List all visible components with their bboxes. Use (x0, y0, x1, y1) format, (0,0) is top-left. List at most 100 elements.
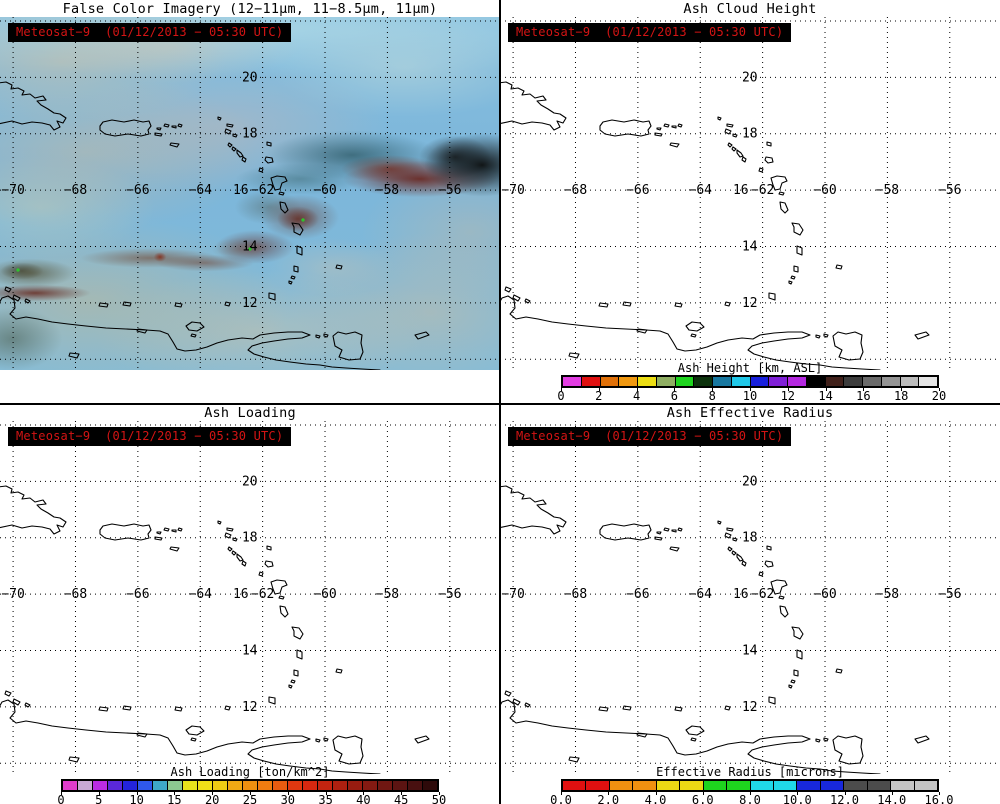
colorbar-tick-label: 6 (670, 389, 679, 403)
latitude-label: 12 (742, 700, 758, 715)
panel-ash-loading: Ash Loading −70 −68 −66 −64 −62 −60 −58 −56 20 18… (0, 404, 500, 804)
colorbar-tick-label: 30 (280, 793, 296, 804)
map-overlay: −70 −68 −66 −64 −62 −60 −58 −56 20 18 16 14 12 (0, 421, 500, 774)
colorbar-tick-mark (825, 388, 827, 391)
colorbar-segment (302, 781, 317, 790)
longitude-label: −68 (564, 183, 587, 198)
colorbar-segment (824, 377, 844, 386)
colorbar-segment (563, 377, 581, 386)
colorbar-tick-mark (287, 792, 289, 795)
longitude-label: −58 (376, 183, 399, 198)
map-effective-radius: −70 −68 −66 −64 −62 −60 −58 −56 20 18 16 14 12 Meteo… (500, 421, 1000, 774)
panel-false-color: False Color Imagery (12−11μm, 11−8.5μm, … (0, 0, 500, 400)
colorbar-tick-label: 25 (242, 793, 258, 804)
colorbar-segment (843, 377, 862, 386)
colorbar-ash-height (561, 375, 939, 388)
colorbar-ticks-ash-loading: 0 5 10 15 20 25 30 35 40 45 50 (57, 792, 446, 804)
colorbar-tick-label: 2.0 (597, 793, 620, 804)
colorbar-segment (107, 781, 122, 790)
colorbar-segment (77, 781, 92, 790)
colorbar-tick-mark (863, 388, 865, 391)
colorbar-tick-mark (98, 792, 100, 795)
longitude-label: −70 (1, 587, 24, 602)
panel-title: Ash Effective Radius (666, 405, 834, 421)
colorbar-tick-mark (325, 792, 327, 795)
colorbar-tick-mark (797, 792, 799, 795)
map-label-layer: −70 −68 −66 −64 −62 −60 −58 −56 20 18 16 14 12 (501, 70, 961, 311)
colorbar-segment (422, 781, 437, 790)
colorbar-tick-label: 2 (595, 389, 603, 403)
latitude-label: 16 (733, 183, 749, 198)
colorbar-tick-label: 10.0 (782, 793, 812, 804)
longitude-label: −68 (64, 587, 87, 602)
longitude-label: −56 (438, 587, 461, 602)
longitude-label: −60 (813, 183, 836, 198)
colorbar-tick-mark (787, 388, 789, 391)
colorbar-segment (843, 781, 867, 790)
colorbar-tick-label: 0.0 (550, 793, 572, 804)
latitude-label: 18 (742, 531, 758, 546)
colorbar-tick-mark (939, 388, 940, 391)
colorbar-segment (866, 781, 891, 790)
longitude-label: −66 (626, 183, 649, 198)
colorbar-segment (92, 781, 107, 790)
latitude-label: 20 (742, 70, 758, 85)
source-text: Meteosat−9 (01/12/2013 − 05:30 UTC) (16, 429, 284, 443)
longitude-label: −58 (876, 183, 899, 198)
colorbar-segment (599, 377, 619, 386)
colorbar-ticks-ash-height: 0 2 4 6 8 10 12 14 16 18 20 (557, 388, 946, 403)
longitude-label: −68 (564, 587, 587, 602)
source-text: Meteosat−9 (01/12/2013 − 05:30 UTC) (516, 429, 784, 443)
colorbar-tick-label: 40 (356, 793, 371, 804)
longitude-label: −64 (689, 587, 713, 602)
longitude-label: −62 (251, 183, 274, 198)
longitude-label: −70 (501, 183, 524, 198)
longitude-label: −60 (813, 587, 836, 602)
colorbar-tick-label: 8 (708, 389, 716, 403)
colorbar-segment (197, 781, 212, 790)
longitude-label: −60 (313, 183, 336, 198)
longitude-label: −60 (313, 587, 336, 602)
colorbar-tick-mark (439, 792, 440, 795)
colorbar-title-ash-loading: Ash Loading [ton/km^2] (170, 765, 330, 779)
colorbar-segment (637, 377, 656, 386)
colorbar-segment (655, 377, 675, 386)
colorbar-tick-mark (136, 792, 138, 795)
colorbar-segment (242, 781, 257, 790)
colorbar-segment (585, 781, 609, 790)
map-overlay: −70 −68 −66 −64 −62 −60 −58 −56 20 18 16 14 12 (500, 17, 1000, 370)
colorbar-segment (212, 781, 227, 790)
colorbar-tick-mark (750, 792, 751, 795)
latitude-label: 16 (233, 183, 249, 198)
longitude-label: −56 (938, 587, 961, 602)
panel-title: False Color Imagery (12−11μm, 11−8.5μm, … (62, 1, 438, 17)
colorbar-segment (167, 781, 182, 790)
source-timestamp-label: Meteosat−9 (01/12/2013 − 05:30 UTC) (8, 23, 292, 42)
colorbar-segment (880, 377, 900, 386)
colorbar-segment (137, 781, 152, 790)
latitude-label: 14 (742, 644, 758, 659)
longitude-label: −64 (189, 587, 213, 602)
colorbar-tick-label: 14.0 (877, 793, 907, 804)
colorbar-tick-label: 12.0 (830, 793, 859, 804)
colorbar-tick-label: 35 (318, 793, 333, 804)
colorbar-segment (805, 377, 825, 386)
grid-layer (500, 17, 1000, 370)
colorbar-segment (796, 781, 820, 790)
coastlines (500, 485, 930, 774)
colorbar-segment (580, 377, 600, 386)
colorbar-tick-label: 4.0 (644, 793, 667, 804)
latitude-label: 12 (742, 296, 758, 311)
map-false-color: −70 −68 −66 −64 −62 −60 −58 −56 20 18 16 14 12 Meteo… (0, 17, 500, 370)
longitude-label: −58 (376, 587, 399, 602)
colorbar-title-effective-radius: Effective Radius [microns] (656, 765, 844, 779)
colorbar-segment (152, 781, 167, 790)
colorbar-segment (227, 781, 242, 790)
colorbar-segment (702, 781, 727, 790)
map-ash-height: −70 −68 −66 −64 −62 −60 −58 −56 20 18 16 14 12 Meteo… (500, 17, 1000, 370)
colorbar-tick-label: 10 (742, 389, 758, 403)
latitude-label: 16 (233, 587, 249, 602)
coastlines (0, 485, 430, 774)
colorbar-tick-mark (561, 792, 562, 795)
panel-ash-effective-radius: Ash Effective Radius −70 −68 −66 −64 −62 −60−… (500, 404, 1000, 804)
